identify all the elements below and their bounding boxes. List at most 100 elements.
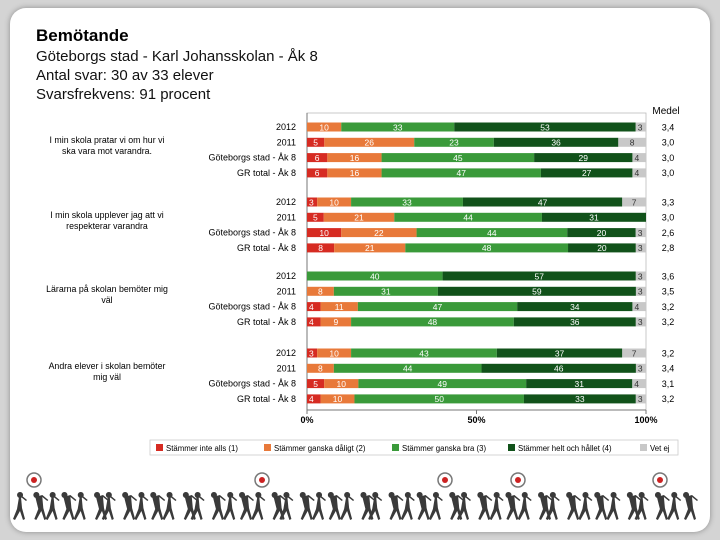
data-label: 33	[402, 197, 412, 207]
runner-figure-icon	[505, 492, 521, 520]
legend-box	[149, 439, 679, 456]
runner-figure-icon	[683, 492, 698, 520]
row-label: Göteborgs stad - Åk 8	[208, 153, 296, 163]
runner-figure-icon	[667, 492, 682, 520]
bar-segment	[307, 212, 324, 222]
runner-figure-icon	[428, 492, 443, 520]
runner-figure-icon	[606, 492, 621, 520]
legend-label: Stämmer ganska bra (3)	[402, 444, 486, 453]
legend-swatch	[392, 444, 399, 451]
row-label: Göteborgs stad - Åk 8	[208, 302, 296, 312]
runner-figure-icon	[45, 492, 60, 520]
data-label: 40	[370, 271, 380, 281]
runner-figure-icon	[223, 492, 238, 520]
question-label-line: Andra elever i skolan bemöter	[49, 361, 166, 371]
runner-figure-icon	[101, 492, 116, 520]
question-label-line: ska vara mot varandra.	[62, 146, 152, 156]
data-label: 7	[632, 197, 637, 207]
question-label: I min skola upplever jag att vi respekter…	[50, 210, 163, 231]
data-label: 8	[318, 287, 323, 297]
data-label: 3	[309, 197, 314, 207]
bar-segment	[454, 122, 636, 132]
bar-segment	[635, 271, 646, 281]
bar-segment	[568, 243, 636, 253]
bar-segment	[635, 394, 646, 404]
runner-figure-icon	[416, 492, 432, 520]
mean-value: 3,2	[662, 302, 675, 312]
bar-segment	[341, 228, 417, 238]
bar-segment	[307, 302, 321, 312]
legend-swatch	[264, 444, 271, 451]
bar-segment	[327, 153, 382, 163]
data-label: 48	[482, 243, 492, 253]
legend-swatch	[156, 444, 163, 451]
runner-figure-icon	[566, 492, 582, 520]
target-icon	[652, 472, 668, 488]
mean-value: 3,1	[662, 379, 675, 389]
mean-value: 3,4	[662, 122, 675, 132]
bar-segment	[437, 286, 636, 296]
row-label: 2011	[277, 212, 296, 222]
runner-figures-icon	[13, 492, 698, 520]
data-label: 46	[554, 364, 564, 374]
runner-figure-icon	[477, 492, 493, 520]
bar-segment	[307, 153, 328, 163]
mean-value: 3,2	[662, 394, 675, 404]
data-label: 45	[453, 153, 463, 163]
bar-segment	[323, 212, 395, 222]
bar-segment	[523, 394, 636, 404]
data-label: 31	[381, 287, 391, 297]
question-label-line: I min skola upplever jag att vi	[50, 210, 163, 220]
x-tick-label: 100%	[634, 415, 657, 425]
runner-figure-icon	[312, 492, 326, 520]
bar-segment	[635, 317, 646, 327]
data-label: 22	[374, 228, 384, 238]
legend-label: Vet ej	[650, 444, 670, 453]
bar-segment	[354, 394, 524, 404]
bar-segment	[324, 379, 359, 389]
runner-figure-icon	[400, 492, 415, 520]
data-label: 36	[570, 317, 580, 327]
runner-figure-icon	[61, 492, 77, 520]
runner-figure-icon	[162, 492, 177, 520]
data-label: 3	[638, 287, 643, 297]
data-label: 44	[403, 364, 413, 374]
row-label: Göteborgs stad - Åk 8	[208, 228, 296, 238]
data-label: 21	[365, 243, 375, 253]
data-label: 23	[449, 138, 459, 148]
data-label: 47	[433, 302, 443, 312]
data-label: 31	[589, 213, 599, 223]
data-label: 10	[337, 379, 347, 389]
question-label: I min skola pratar vi om hur vi ska vara …	[50, 135, 165, 156]
runner-figure-icon	[578, 492, 593, 520]
legend-label: Stämmer ganska dåligt (2)	[274, 444, 366, 453]
mean-value: 3,0	[662, 168, 675, 178]
data-label: 4	[309, 394, 314, 404]
mean-value: 3,2	[662, 348, 675, 358]
mean-value: 3,3	[662, 197, 675, 207]
data-label: 3	[638, 394, 643, 404]
row-label: Göteborgs stad - Åk 8	[208, 379, 296, 389]
bar-segment	[622, 197, 646, 207]
mean-value: 2,6	[662, 228, 675, 238]
data-label: 6	[315, 153, 320, 163]
bar-segment	[540, 168, 633, 178]
mean-value: 3,6	[662, 271, 675, 281]
bar-segment	[496, 348, 623, 358]
data-label: 3	[638, 317, 643, 327]
data-label: 5	[313, 379, 318, 389]
data-label: 31	[574, 379, 584, 389]
data-label: 27	[582, 168, 592, 178]
bar-segment	[635, 228, 646, 238]
row-label: 2012	[276, 122, 296, 132]
bar-segment	[622, 348, 646, 358]
bar-segment	[307, 271, 443, 281]
row-label: 2011	[277, 363, 296, 373]
decorative-figures	[13, 472, 698, 520]
data-label: 59	[532, 287, 542, 297]
row-label: 2012	[276, 271, 296, 281]
data-label: 47	[538, 197, 548, 207]
runner-figure-icon	[517, 492, 532, 520]
legend-swatch	[508, 444, 515, 451]
bar-segment	[320, 302, 358, 312]
